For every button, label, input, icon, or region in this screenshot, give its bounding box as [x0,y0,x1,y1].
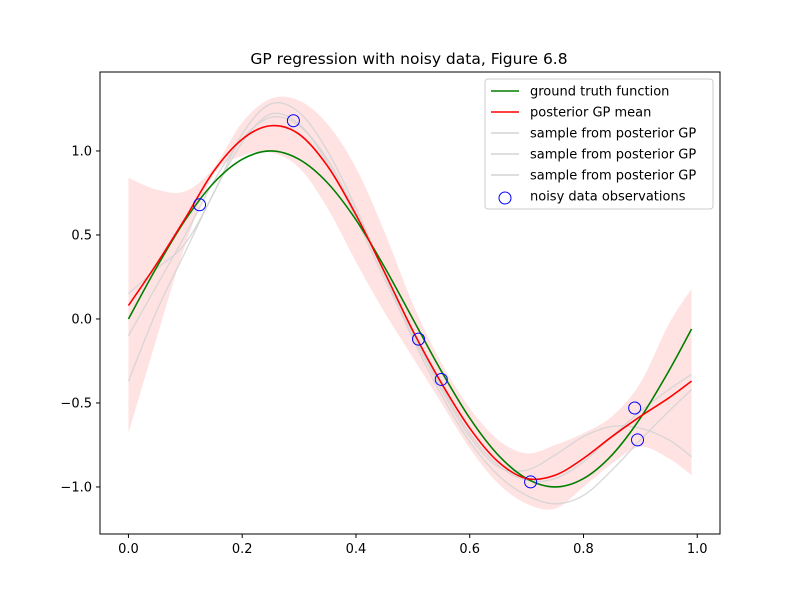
x-tick-label: 0.8 [573,542,594,557]
observation-point [286,114,300,128]
y-tick-label: 1.0 [71,144,92,159]
legend-swatch-marker [498,191,512,205]
plot-frame [99,71,721,535]
legend: ground truth function posterior GP mean sa… [484,78,714,210]
x-tick-label: 0.6 [459,542,480,557]
legend-entry-label: sample from posterior GP [530,169,696,184]
observation-point [631,433,645,447]
series-lines-layer [127,101,693,505]
legend-entry-label: sample from posterior GP [530,148,696,163]
x-tick-label: 1.0 [687,542,708,557]
ground-truth-line [127,150,693,488]
y-tick-label: 0.5 [71,228,92,243]
y-axis-ticks: −1.0 −0.5 0.0 0.5 1.0 [60,144,100,495]
legend-entry-label: posterior GP mean [530,106,651,121]
observation-point [628,401,642,415]
y-tick-label: 0.0 [71,312,92,327]
posterior-sample-line-2 [127,112,692,473]
y-tick-label: −0.5 [60,396,92,411]
legend-box [484,78,714,210]
posterior-confidence-band [128,96,692,510]
y-tick-label: −1.0 [60,480,92,495]
x-tick-label: 0.0 [118,542,139,557]
observation-point [434,372,448,386]
observation-point [412,332,426,346]
observation-point [524,475,538,489]
posterior-mean-line [127,124,693,481]
x-tick-label: 0.2 [232,542,253,557]
chart-title: GP regression with noisy data, Figure 6.… [250,50,567,68]
legend-entry-label: sample from posterior GP [530,127,696,142]
observation-points-layer [193,114,645,489]
legend-entry-label: noisy data observations [530,190,686,205]
confidence-band-layer [128,96,692,510]
observation-point [193,198,207,212]
x-axis-ticks: 0.0 0.2 0.4 0.6 0.8 1.0 [118,534,708,557]
legend-entry-label: ground truth function [530,85,669,100]
x-tick-label: 0.4 [346,542,367,557]
